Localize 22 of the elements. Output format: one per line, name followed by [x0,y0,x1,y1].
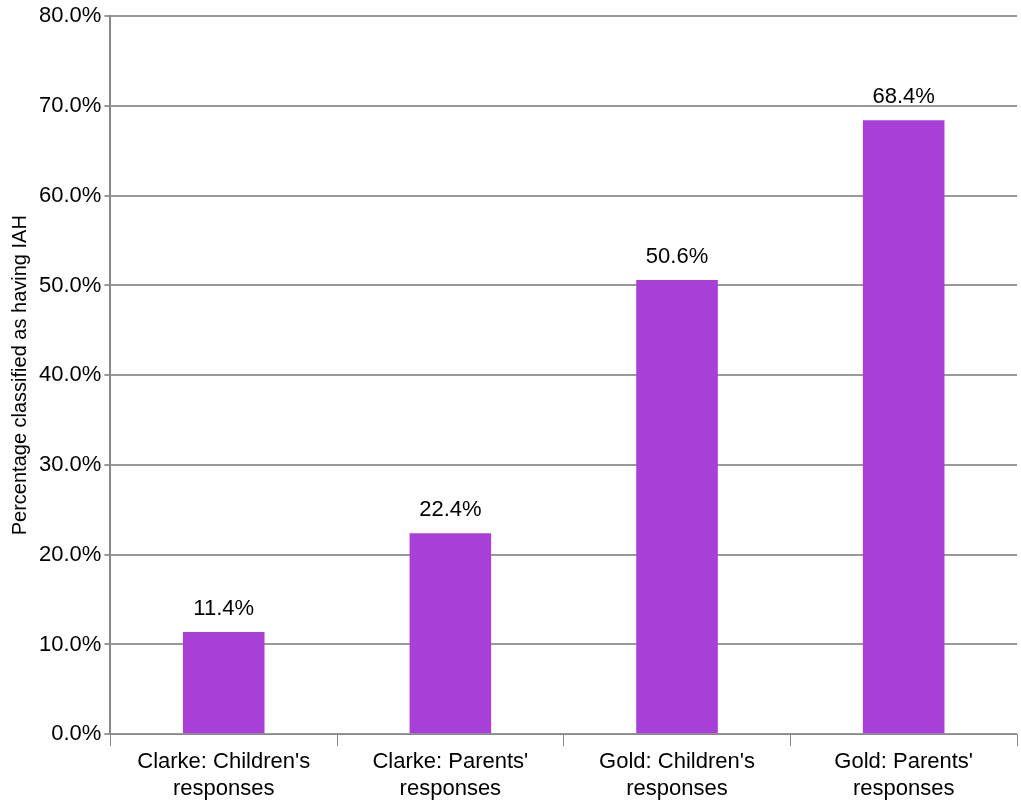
bar [182,631,265,734]
y-tick-label: 0.0% [51,720,102,746]
y-tick-label: 60.0% [38,181,102,207]
bar [862,120,945,734]
y-tick-label: 20.0% [38,540,102,566]
x-tick-label: Gold: Parents' responses [834,748,974,800]
x-tick-label: Gold: Children's responses [599,748,755,800]
x-tick-label: Clarke: Children's responses [137,748,311,800]
bar [409,533,492,734]
data-label: 22.4% [419,496,482,522]
y-tick-label: 10.0% [38,630,102,656]
y-tick-label: 70.0% [38,92,102,118]
y-tick-label: 80.0% [38,2,102,28]
y-tick-label: 40.0% [38,361,102,387]
y-tick-label: 50.0% [38,271,102,297]
y-tick-label: 30.0% [38,451,102,477]
data-label: 50.6% [645,243,709,269]
data-label: 11.4% [193,594,255,620]
x-tick-label: Clarke: Parents' responses [372,748,529,800]
data-label: 68.4% [872,83,935,109]
y-axis-title: Percentage classified as having IAH [7,215,30,536]
bar [636,280,718,734]
